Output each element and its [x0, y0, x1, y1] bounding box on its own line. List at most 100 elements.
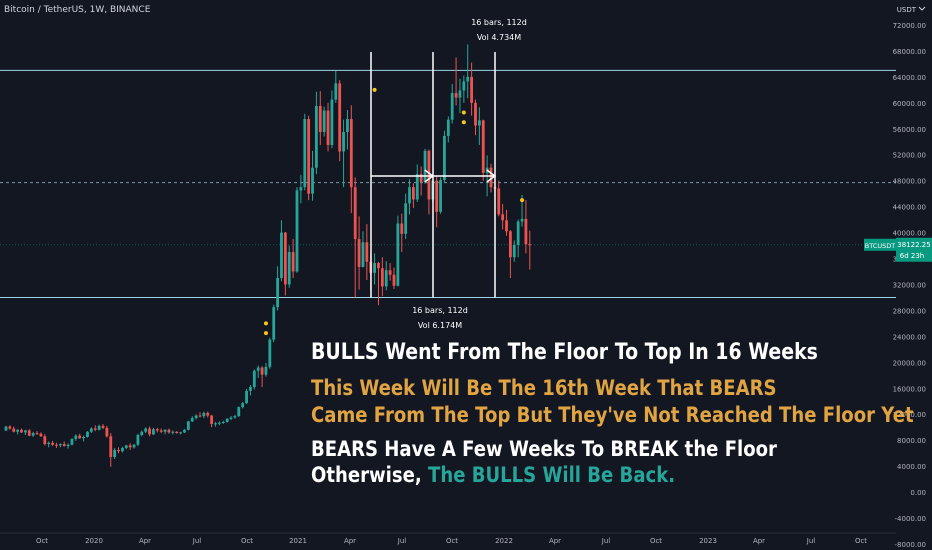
y-tick-label: 28000.00: [893, 307, 926, 315]
candle-body: [272, 307, 276, 340]
candle: [377, 261, 380, 306]
candle: [392, 267, 396, 290]
candle: [35, 431, 39, 435]
y-tick-label: 64000.00: [893, 74, 926, 82]
currency-badge[interactable]: USDT: [897, 6, 926, 14]
candle-body: [233, 416, 237, 418]
candle-body: [307, 119, 311, 194]
candle: [423, 148, 427, 184]
candle-body: [268, 339, 272, 367]
candle-body: [221, 422, 225, 424]
candle: [179, 431, 182, 435]
candle-body: [396, 223, 400, 286]
candle-body: [82, 436, 85, 439]
candle-body: [361, 242, 365, 267]
candle-body: [210, 415, 214, 424]
candle-body: [47, 442, 51, 445]
candle: [93, 425, 97, 432]
x-tick-label: Jul: [397, 537, 407, 545]
candle-body: [435, 180, 439, 212]
candle-body: [299, 187, 303, 191]
candle-body: [175, 431, 179, 434]
candle-body: [206, 412, 210, 416]
candle: [70, 438, 74, 446]
overlay-bears-line-1: This Week Will Be The 16th Week That BEA…: [311, 376, 777, 400]
candle: [128, 443, 132, 450]
y-tick-label: 48000.00: [893, 178, 926, 186]
candle: [497, 180, 501, 217]
candle-body: [439, 180, 442, 212]
y-tick-label: -4000.00: [895, 515, 926, 523]
candle-body: [148, 428, 151, 435]
candle-body: [388, 270, 392, 275]
candle-body: [330, 99, 334, 145]
candle: [427, 149, 431, 215]
x-tick-label: Apr: [549, 537, 561, 545]
candle: [97, 424, 101, 431]
x-tick-label: Oct: [241, 537, 253, 545]
candle: [512, 240, 516, 262]
candle: [353, 177, 357, 298]
candle-body: [524, 218, 528, 245]
overlay-bulls-back: The BULLS Will Be Back.: [428, 463, 676, 487]
candle-body: [315, 106, 318, 168]
candle-body: [12, 428, 16, 432]
candle-body: [43, 436, 47, 445]
candle: [124, 444, 128, 450]
candle: [408, 179, 411, 215]
currency-badge-label: USDT: [897, 6, 917, 14]
bottom-range-bars-label: 16 bars, 112d: [412, 306, 468, 315]
candle-body: [39, 433, 43, 437]
candle-body: [280, 232, 283, 278]
overlay-warning-line-2: Otherwise, The BULLS Will Be Back.: [311, 463, 675, 487]
candle: [58, 443, 62, 448]
candle: [315, 91, 318, 175]
price-tag: 38122.25: [897, 241, 930, 249]
x-tick-label: Oct: [855, 537, 867, 545]
candle-body: [128, 445, 132, 448]
signal-dot-5: [520, 198, 525, 203]
candle: [283, 231, 287, 296]
signal-dot-3: [461, 110, 466, 115]
y-tick-label: 60000.00: [893, 100, 926, 108]
candle-body: [380, 268, 384, 287]
candle-body: [415, 174, 419, 200]
symbol-tag: BTCUSDT: [865, 242, 895, 250]
candle-body: [338, 83, 342, 152]
candle-body: [404, 203, 408, 234]
candle-body: [78, 435, 82, 439]
candle: [47, 441, 51, 448]
overlay-headline: BULLS Went From The Floor To Top In 16 W…: [311, 340, 818, 365]
candle-body: [35, 433, 39, 435]
candle: [322, 106, 326, 137]
candle-body: [256, 367, 260, 371]
candle: [276, 266, 279, 311]
candle-body: [144, 428, 148, 432]
candle: [78, 433, 82, 439]
candle: [82, 435, 85, 442]
x-tick-label: Apr: [753, 537, 765, 545]
price-tag-bg: [896, 237, 932, 262]
candle: [167, 428, 171, 434]
candle: [121, 446, 124, 453]
candle-body: [4, 426, 8, 431]
y-tick-label: 24000.00: [893, 333, 926, 341]
candle-body: [214, 423, 217, 425]
candle: [252, 369, 256, 390]
candle: [62, 441, 66, 447]
candle-body: [179, 432, 182, 434]
candle: [299, 174, 303, 204]
candle-body: [51, 442, 54, 445]
y-tick-label: 44000.00: [893, 204, 926, 212]
candle-body: [24, 430, 27, 433]
candle: [509, 229, 512, 278]
symbol-header[interactable]: Bitcoin / TetherUS, 1W, BINANCE: [4, 5, 151, 15]
top-range-bars-label: 16 bars, 112d: [471, 18, 527, 27]
candle: [365, 224, 369, 280]
candle-body: [105, 427, 109, 437]
x-tick-label: Jul: [192, 537, 202, 545]
candle: [458, 78, 462, 114]
candle: [477, 107, 481, 145]
y-tick-label: 40000.00: [893, 230, 926, 238]
